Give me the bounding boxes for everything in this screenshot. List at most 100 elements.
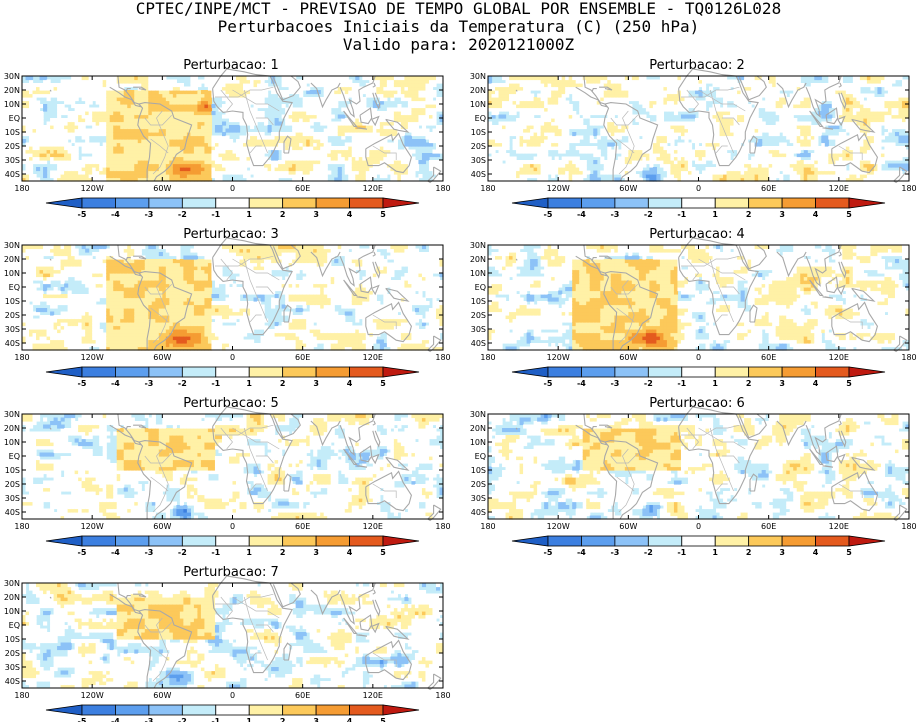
heatmap-cell (71, 146, 75, 150)
heatmap-cell (47, 157, 51, 161)
heatmap-cell (103, 132, 107, 136)
heatmap-cell (180, 111, 184, 115)
heatmap-cell (78, 80, 82, 84)
heatmap-cell (204, 125, 208, 129)
heatmap-cell (201, 167, 205, 171)
heatmap-cell (225, 146, 229, 150)
heatmap-cell (176, 104, 180, 108)
heatmap-cell (92, 83, 96, 87)
heatmap-cell (155, 129, 159, 133)
heatmap-cell (176, 90, 180, 94)
heatmap-cell (113, 129, 117, 133)
heatmap-cell (155, 139, 159, 143)
heatmap-cell (141, 164, 145, 168)
heatmap-cell (40, 118, 44, 122)
heatmap-cell (127, 157, 131, 161)
heatmap-cell (148, 132, 152, 136)
heatmap-cell (57, 171, 61, 175)
heatmap-cell (113, 76, 117, 80)
heatmap-cell (211, 80, 215, 84)
heatmap-cell (233, 115, 237, 119)
heatmap-cell (75, 171, 79, 175)
heatmap-cell (82, 157, 86, 161)
heatmap-cell (201, 101, 205, 105)
heatmap-cell (85, 167, 89, 171)
heatmap-cell (75, 76, 79, 80)
heatmap-cell (127, 139, 131, 143)
heatmap-cell (176, 129, 180, 133)
heatmap-cell (145, 157, 149, 161)
heatmap-cell (141, 90, 145, 94)
heatmap-cell (155, 167, 159, 171)
heatmap-cell (124, 129, 128, 133)
heatmap-cell (113, 174, 117, 178)
heatmap-cell (152, 118, 156, 122)
heatmap-cell (211, 76, 215, 80)
heatmap-cell (225, 76, 229, 80)
heatmap-cell (152, 167, 156, 171)
heatmap-cell (33, 146, 37, 150)
heatmap-cell (176, 115, 180, 119)
heatmap-cell (120, 101, 124, 105)
heatmap-cell (106, 171, 110, 175)
heatmap-cell (173, 132, 177, 136)
heatmap-cell (134, 94, 138, 98)
heatmap-cell (229, 125, 233, 129)
heatmap-cell (68, 125, 72, 129)
heatmap-cell (75, 174, 79, 178)
heatmap-cell (173, 80, 177, 84)
heatmap-cell (26, 90, 30, 94)
heatmap-cell (218, 83, 222, 87)
heatmap-cell (233, 97, 237, 101)
heatmap-cell (229, 146, 233, 150)
heatmap-cell (82, 167, 86, 171)
heatmap-cell (26, 76, 30, 80)
heatmap-cell (61, 90, 65, 94)
heatmap-cell (159, 153, 163, 157)
heatmap-cell (225, 87, 229, 91)
heatmap-cell (110, 171, 114, 175)
heatmap-cell (124, 125, 128, 129)
heatmap-cell (36, 115, 40, 119)
heatmap-cell (148, 94, 152, 98)
heatmap-cell (120, 164, 124, 168)
heatmap-cell (180, 139, 184, 143)
heatmap-cell (225, 101, 229, 105)
heatmap-cell (54, 136, 58, 140)
heatmap-cell (134, 90, 138, 94)
heatmap-cell (26, 115, 30, 119)
heatmap-cell (173, 87, 177, 91)
heatmap-cell (92, 157, 96, 161)
heatmap-cell (141, 122, 145, 126)
heatmap-cell (103, 97, 107, 101)
heatmap-cell (208, 157, 212, 161)
heatmap-cell (204, 97, 208, 101)
heatmap-cell (36, 132, 40, 136)
heatmap-cell (61, 164, 65, 168)
heatmap-cell (194, 76, 198, 80)
heatmap-cell (113, 125, 117, 129)
heatmap-cell (208, 129, 212, 133)
heatmap-cell (54, 90, 58, 94)
heatmap-cell (54, 139, 58, 143)
heatmap-cell (40, 125, 44, 129)
heatmap-cell (89, 90, 93, 94)
heatmap-cell (215, 160, 219, 164)
heatmap-cell (43, 80, 47, 84)
heatmap-cell (113, 122, 117, 126)
heatmap-cell (33, 129, 37, 133)
heatmap-cell (127, 76, 131, 80)
heatmap-cell (145, 108, 149, 112)
heatmap-cell (33, 118, 37, 122)
heatmap-cell (173, 150, 177, 154)
heatmap-cell (138, 80, 142, 84)
heatmap-cell (85, 90, 89, 94)
heatmap-cell (211, 171, 215, 175)
heatmap-cell (29, 160, 33, 164)
heatmap-cell (204, 146, 208, 150)
heatmap-cell (169, 143, 173, 147)
heatmap-cell (240, 150, 244, 154)
heatmap-cell (190, 97, 194, 101)
heatmap-cell (113, 160, 117, 164)
heatmap-cell (64, 143, 68, 147)
